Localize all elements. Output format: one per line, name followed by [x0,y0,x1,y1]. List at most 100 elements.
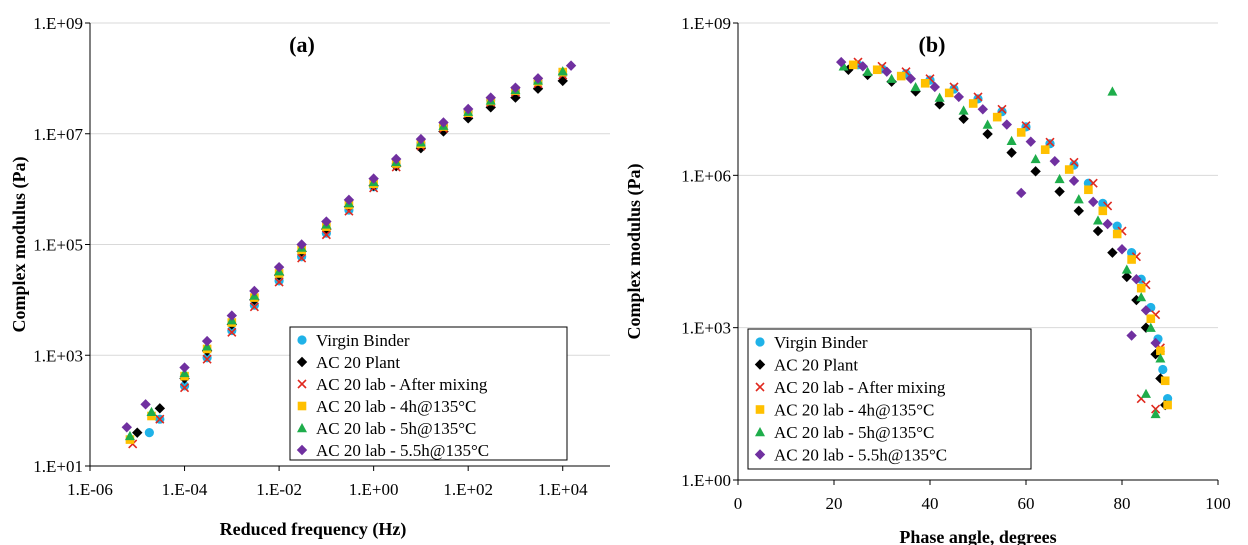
chart-a-y-tick-label: 1.E+07 [33,125,83,144]
chart-b-point [1163,400,1172,410]
chart-b-point [1006,147,1017,158]
chart-a-point [202,353,212,363]
chart-a-point [462,103,474,115]
chart-b-legend-box [747,328,1032,470]
chart-a-point [273,261,285,273]
chart-a-legend-marker [297,335,307,345]
chart-a-point [146,406,157,417]
chart-b-x-tick-label: 20 [826,494,843,513]
chart-b-y-tick-label: 1.E+09 [681,14,731,33]
chart-b-point [1107,247,1118,258]
chart-a-legend-marker [297,379,307,389]
chart-a-panel-title: (a) [289,32,315,57]
chart-b-point [1107,86,1118,96]
chart-a-point [154,403,166,414]
chart-a-point [368,173,379,184]
chart-b-x-tick-label: 40 [922,494,939,513]
chart-b-point [1140,305,1152,316]
chart-b-point [1068,175,1080,187]
chart-a-point [297,253,307,263]
chart-a-point [202,354,212,364]
chart-a-point [438,117,449,128]
chart-a-point [124,430,135,441]
chart-b-x-tick-label: 60 [1018,494,1035,513]
chart-b-point [1064,165,1074,174]
chart-a-point [227,325,237,336]
chart-b-point [982,119,993,129]
chart-b-point [920,78,930,88]
chart-a-point [132,427,143,438]
chart-b-point [944,88,954,98]
chart-b-legend-label: AC 20 lab - 4h@135°C [774,401,934,420]
chart-b-point [1131,274,1142,285]
chart-b-point [1045,137,1055,147]
chart-a-point [485,92,496,103]
chart-a-point [557,75,568,87]
chart-b-point [1098,198,1108,209]
chart-a-point [321,216,332,227]
chart-b-point [1069,157,1079,167]
chart-b-legend-marker [754,359,766,370]
chart-b-point [1040,145,1050,154]
chart-b-point [1121,264,1132,274]
chart-a-point [321,230,331,240]
chart-b-point [1006,135,1017,145]
chart-a-x-tick-label: 1.E+04 [538,480,588,499]
chart-a-point [415,133,427,145]
chart-b-point [1049,155,1060,167]
chart-b-point [958,105,969,115]
chart-b-legend-label: AC 20 lab - 5.5h@135°C [774,446,947,465]
chart-a-point [121,422,132,433]
chart-b-y-tick-label: 1.E+06 [681,166,731,185]
chart-a-point [532,83,544,94]
chart-a-point [390,153,402,165]
chart-b-point [958,113,969,124]
chart-b-legend-marker [755,427,765,437]
chart-b-panel-title: (b) [919,32,946,57]
chart-b-y-tick-label: 1.E+00 [681,471,731,490]
chart-b-point [1016,128,1026,137]
chart-a-point [249,285,260,297]
chart-b-point [838,61,849,71]
chart-a-point [557,66,568,76]
chart-b-legend-marker [755,337,765,347]
chart-a-x-tick-label: 1.E-04 [162,480,208,499]
chart-a-x-tick-label: 1.E+00 [349,480,399,499]
chart-a: 1.E+01 1.E+03 1.E+05 1.E+07 1.E+09 1.E-06 1.E-… [9,14,610,540]
chart-a-y-tick-label: 1.E+03 [33,346,83,365]
chart-b-x-tick-label: 0 [734,494,743,513]
chart-b-point [910,81,921,92]
chart-b-point [1098,206,1108,216]
chart-a-legend-label: AC 20 lab - 5h@135°C [316,419,476,438]
chart-b-y-tick-label: 1.E+03 [681,319,731,338]
chart-b-point [1156,346,1165,356]
chart-a-point [179,383,190,393]
chart-a-x-tick-label: 1.E+02 [443,480,493,499]
chart-b-point [1136,292,1147,302]
chart-a-legend-marker [297,401,307,411]
chart-a-legend-label: AC 20 lab - After mixing [316,375,488,394]
chart-a-series-5 [121,60,577,433]
chart-a-y-tick-label: 1.E+01 [33,457,83,476]
chart-b-point [1088,196,1099,208]
chart-b-legend-marker [754,449,766,460]
chart-b-point [1150,349,1161,360]
chart-a-point [565,60,577,71]
chart-a-point [155,414,165,424]
chart-b-point [968,99,978,108]
chart-b-point [1127,255,1136,264]
chart-a-x-tick-label: 1.E-06 [67,480,113,499]
chart-a-x-axis-label: Reduced frequency (Hz) [220,519,407,540]
chart-b-legend-label: AC 20 lab - After mixing [774,378,946,397]
chart-b-y-axis-label: Complex modulus (Pa) [624,163,645,339]
chart-a-point [179,362,190,373]
chart-b-point [1145,322,1156,332]
chart-b-point [872,65,882,75]
chart-a-point [532,73,544,84]
chart-a-legend-label: AC 20 Plant [316,353,400,372]
chart-b-series-4 [838,61,1166,419]
chart-b-point [1084,185,1093,195]
chart-b-point [910,86,921,97]
chart-a-y-tick-label: 1.E+09 [33,14,83,33]
chart-b-point [1001,119,1012,130]
